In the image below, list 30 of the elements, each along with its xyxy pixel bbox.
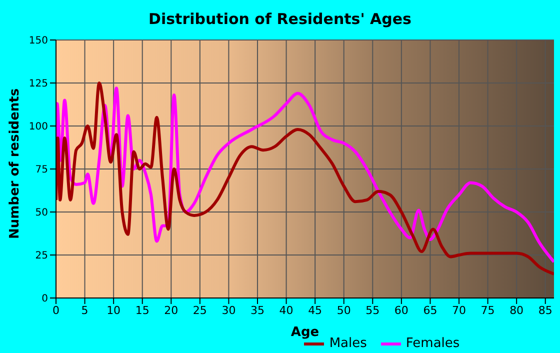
x-axis-title: Age: [290, 325, 320, 340]
y-tick-label: 75: [35, 164, 48, 176]
y-tick-label: 125: [28, 78, 48, 90]
x-tick-label: 80: [510, 304, 524, 317]
x-tick-label: 75: [480, 304, 495, 317]
x-tick-label: 85: [538, 304, 552, 317]
chart-title: Distribution of Residents' Ages: [148, 10, 412, 30]
y-tick-label: 0: [42, 294, 48, 305]
y-tick-label: 25: [35, 250, 48, 262]
y-tick-label: 150: [28, 36, 48, 47]
y-tick-label: 100: [28, 122, 48, 133]
x-tick-label: 70: [452, 304, 466, 317]
x-tick-label: 50: [336, 304, 351, 317]
x-tick-label: 5: [81, 304, 88, 317]
x-tick-label: 45: [308, 304, 322, 317]
y-tick-label: 50: [35, 208, 48, 219]
x-tick-label: 25: [192, 304, 207, 317]
y-axis-title: Number of residents: [8, 88, 23, 239]
x-tick-label: 40: [279, 304, 294, 317]
legend-label: Females: [406, 336, 460, 351]
x-tick-label: 55: [366, 304, 380, 317]
x-tick-label: 10: [106, 304, 121, 317]
x-tick-label: 0: [52, 304, 60, 317]
x-tick-label: 35: [250, 304, 265, 317]
x-tick-label: 65: [423, 304, 438, 317]
legend-label: Males: [329, 336, 367, 351]
x-tick-label: 15: [135, 304, 150, 317]
x-tick-label: 20: [164, 304, 178, 317]
x-tick-label: 30: [222, 304, 236, 317]
x-tick-label: 60: [394, 304, 408, 317]
